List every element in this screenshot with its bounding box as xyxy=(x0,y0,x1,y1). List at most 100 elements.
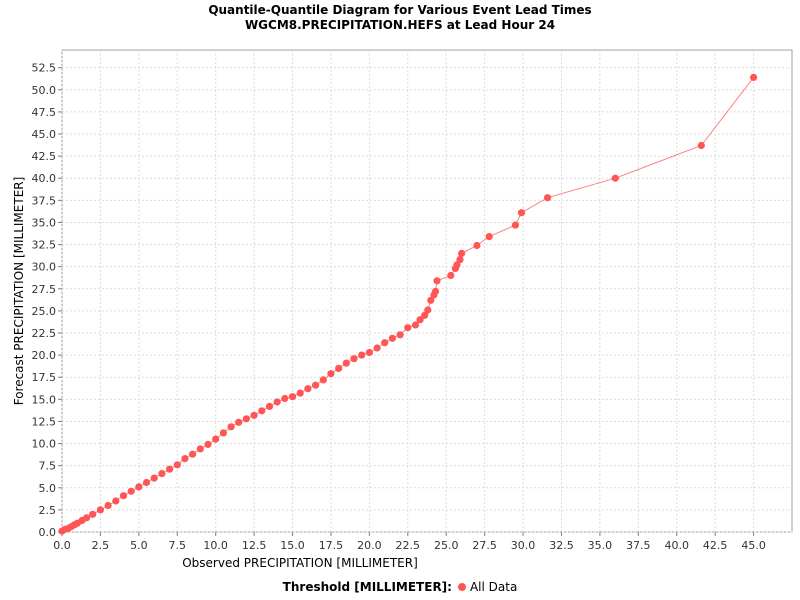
data-point xyxy=(104,501,112,510)
y-tick-label: 37.5 xyxy=(32,194,57,207)
data-point xyxy=(189,450,197,458)
data-point xyxy=(404,324,412,332)
data-point xyxy=(342,359,350,367)
y-tick-label: 17.5 xyxy=(32,371,57,384)
data-point xyxy=(96,506,104,514)
data-point xyxy=(456,256,464,264)
x-tick-label: 40.0 xyxy=(664,539,689,552)
data-point xyxy=(447,271,455,280)
x-tick-label: 17.5 xyxy=(319,539,344,552)
data-point xyxy=(296,389,304,397)
x-tick-label: 45.0 xyxy=(741,539,766,552)
data-point xyxy=(212,435,220,443)
grid-lines xyxy=(61,50,792,533)
data-point xyxy=(319,376,327,384)
chart-subtitle: WGCM8.PRECIPITATION.HEFS at Lead Hour 24 xyxy=(244,18,556,32)
y-tick-label: 15.0 xyxy=(32,393,57,406)
data-point xyxy=(381,339,389,347)
data-point xyxy=(453,261,461,269)
data-point xyxy=(358,351,366,359)
x-tick-label: 22.5 xyxy=(396,539,421,552)
x-tick-label: 12.5 xyxy=(242,539,267,552)
data-point xyxy=(373,344,381,352)
data-point xyxy=(365,348,373,357)
data-point xyxy=(83,514,91,522)
x-tick-label: 15.0 xyxy=(280,539,305,552)
chart-title: Quantile-Quantile Diagram for Various Ev… xyxy=(208,3,592,17)
data-point xyxy=(219,429,227,437)
data-point xyxy=(327,370,335,378)
data-point xyxy=(473,241,481,250)
x-tick-label: 42.5 xyxy=(703,539,728,552)
data-point xyxy=(485,233,493,241)
data-point xyxy=(235,418,243,426)
data-point xyxy=(142,478,151,487)
x-tick-label: 27.5 xyxy=(472,539,497,552)
data-point xyxy=(173,461,181,469)
data-point xyxy=(750,73,758,81)
data-point xyxy=(265,402,274,410)
y-tick-label: 0.0 xyxy=(39,526,57,539)
data-point xyxy=(424,306,432,314)
y-tick-label: 32.5 xyxy=(32,239,57,252)
y-tick-label: 27.5 xyxy=(32,283,57,296)
x-tick-label: 25.0 xyxy=(434,539,459,552)
y-tick-label: 2.5 xyxy=(39,504,57,517)
data-series xyxy=(58,73,758,535)
y-tick-label: 45.0 xyxy=(32,128,57,141)
y-tick-label: 10.0 xyxy=(32,438,57,451)
data-point xyxy=(396,331,404,339)
y-tick-label: 50.0 xyxy=(32,84,57,97)
data-point xyxy=(281,394,289,403)
data-point xyxy=(416,316,424,324)
y-tick-label: 22.5 xyxy=(32,327,57,340)
legend: Threshold [MILLIMETER]: All Data xyxy=(0,580,800,594)
y-tick-label: 47.5 xyxy=(32,106,57,119)
y-axis-label: Forecast PRECIPITATION [MILLIMETER] xyxy=(12,177,26,406)
x-tick-label: 35.0 xyxy=(588,539,613,552)
y-tick-label: 25.0 xyxy=(32,305,57,318)
data-point xyxy=(458,249,466,257)
axes: 0.0 2.5 5.0 7.5 10.0 12.5 15.0 17.5 20.0 22.5 25.0… xyxy=(32,62,766,552)
data-point xyxy=(158,470,166,478)
y-tick-label: 12.5 xyxy=(32,415,57,428)
data-point xyxy=(204,440,212,448)
data-point xyxy=(112,497,120,505)
x-tick-label: 10.0 xyxy=(203,539,228,552)
x-tick-label: 2.5 xyxy=(92,539,110,552)
data-point xyxy=(433,277,441,285)
data-point xyxy=(421,311,429,319)
data-point xyxy=(227,423,235,431)
data-point xyxy=(166,465,174,473)
data-point xyxy=(304,385,312,393)
data-point xyxy=(273,398,281,406)
data-point xyxy=(127,487,135,495)
y-tick-label: 42.5 xyxy=(32,150,57,163)
data-point xyxy=(431,287,440,295)
data-point xyxy=(517,209,526,217)
y-tick-label: 35.0 xyxy=(32,216,57,229)
y-tick-label: 5.0 xyxy=(39,482,57,495)
data-point xyxy=(388,334,396,342)
x-tick-label: 37.5 xyxy=(626,539,651,552)
x-tick-label: 20.0 xyxy=(357,539,382,552)
data-point xyxy=(196,445,204,453)
data-point xyxy=(427,296,435,304)
x-tick-label: 30.0 xyxy=(511,539,536,552)
x-tick-label: 5.0 xyxy=(130,539,148,552)
data-point xyxy=(119,492,128,500)
data-point xyxy=(335,364,343,372)
data-point xyxy=(312,381,320,389)
data-point xyxy=(89,510,97,518)
x-tick-label: 32.5 xyxy=(549,539,574,552)
data-point xyxy=(250,411,258,419)
x-axis-label: Observed PRECIPITATION [MILLIMETER] xyxy=(182,556,418,570)
data-point xyxy=(411,321,420,329)
y-tick-label: 7.5 xyxy=(39,460,57,473)
data-point xyxy=(258,407,266,415)
y-tick-label: 52.5 xyxy=(32,62,57,75)
data-point xyxy=(350,355,358,363)
data-point xyxy=(181,455,189,463)
legend-title: Threshold [MILLIMETER]: xyxy=(282,580,452,594)
